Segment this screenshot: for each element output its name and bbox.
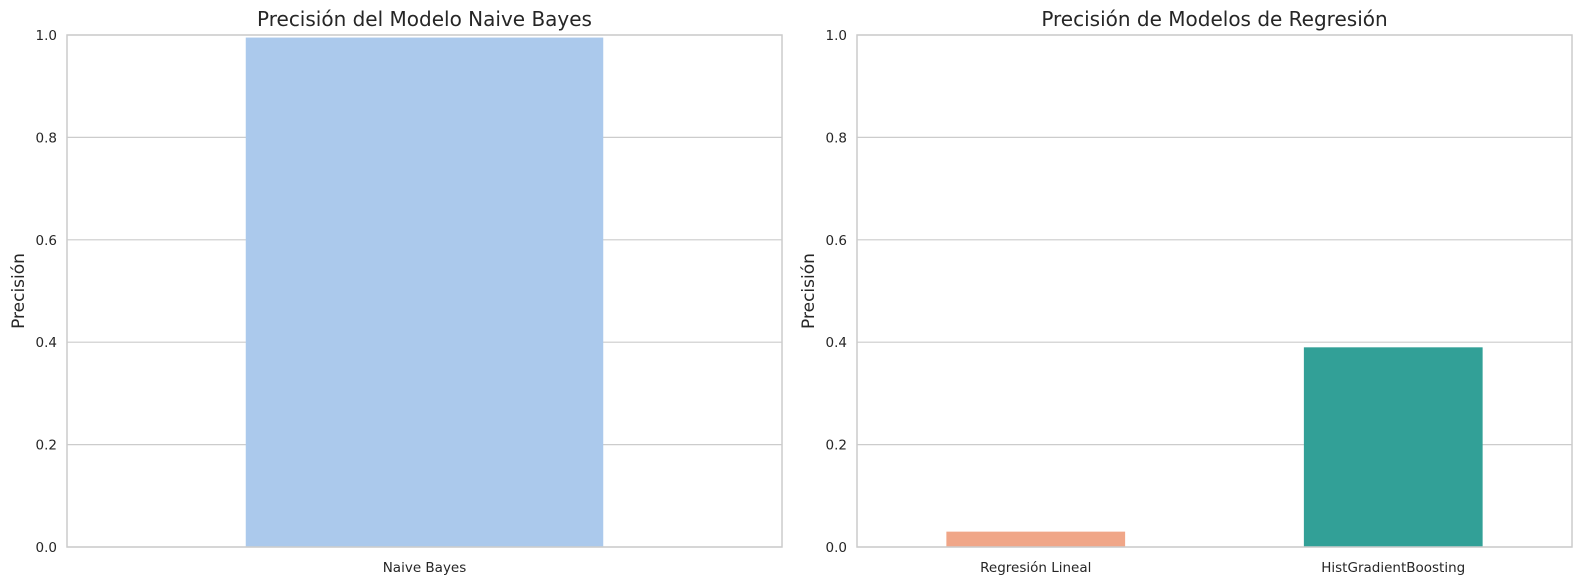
y-tick-label: 0.4 bbox=[826, 335, 847, 351]
plot-frame bbox=[66, 34, 783, 548]
y-tick-label: 0.6 bbox=[36, 233, 57, 249]
y-tick-label: 0.8 bbox=[36, 130, 57, 146]
y-axis-label: Precisión bbox=[9, 253, 29, 329]
plot-frame bbox=[856, 34, 1573, 548]
bar-regresi-n-lineal bbox=[946, 531, 1126, 547]
y-tick-label: 0.0 bbox=[36, 540, 57, 556]
y-tick-label: 0.0 bbox=[826, 540, 847, 556]
y-tick-label: 0.6 bbox=[826, 233, 847, 249]
y-tick-label: 1.0 bbox=[36, 28, 57, 44]
y-tick-label: 0.4 bbox=[36, 335, 57, 351]
y-tick-label: 0.8 bbox=[826, 130, 847, 146]
chart-title: Precisión del Modelo Naive Bayes bbox=[257, 7, 592, 31]
x-tick-label: Naive Bayes bbox=[383, 560, 467, 576]
x-tick-label: HistGradientBoosting bbox=[1321, 560, 1465, 576]
y-tick-label: 0.2 bbox=[826, 438, 847, 454]
y-tick-label: 0.2 bbox=[36, 438, 57, 454]
chart-panel-2: 0.0 0.2 0.4 0.6 0.8 1.0 Regresión Lineal HistGr… bbox=[799, 7, 1573, 576]
y-tick-label: 1.0 bbox=[826, 28, 847, 44]
bar-histgradientboosting bbox=[1303, 347, 1483, 547]
y-axis-label: Precisión bbox=[799, 253, 819, 329]
bar-naive-bayes bbox=[245, 37, 604, 548]
x-tick-label: Regresión Lineal bbox=[980, 560, 1091, 576]
chart-title: Precisión de Modelos de Regresión bbox=[1041, 7, 1387, 31]
chart-panel-1: 0.0 0.2 0.4 0.6 0.8 1.0 Naive Bayes Precisión d… bbox=[9, 7, 783, 576]
